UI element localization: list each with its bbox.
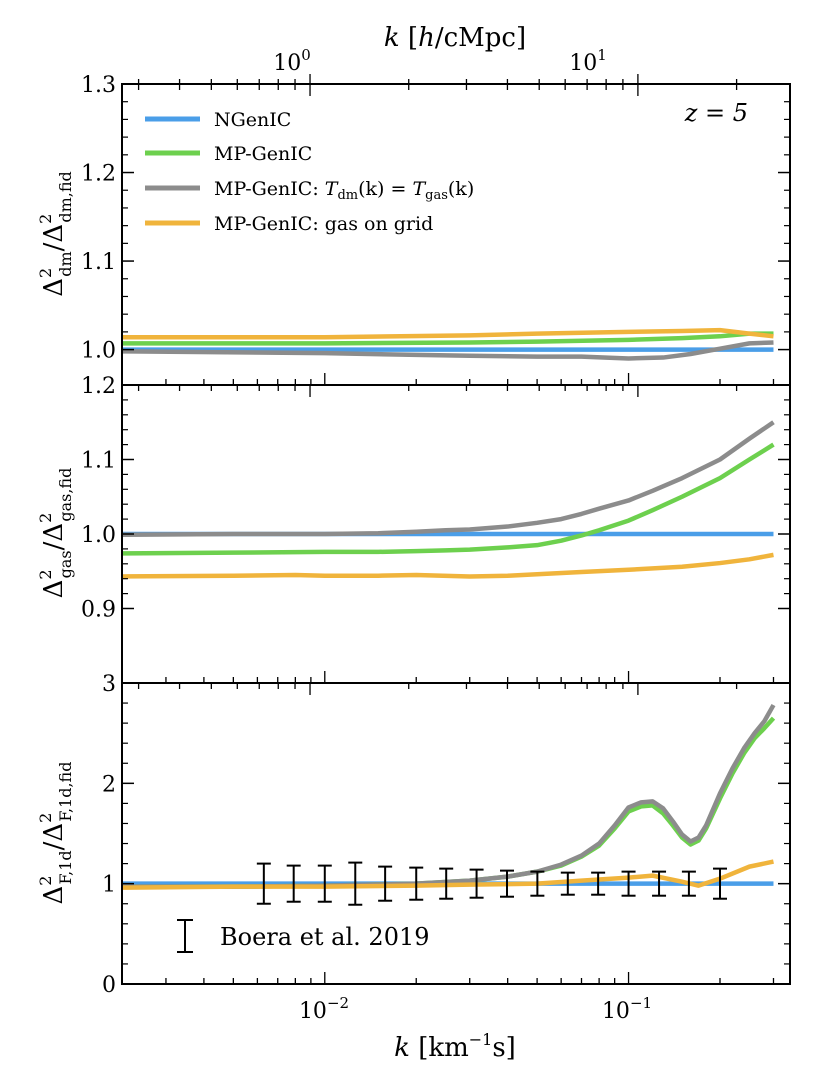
errorbar — [681, 870, 696, 897]
y-tick-label: 1.2 — [81, 374, 116, 399]
errorbar — [591, 871, 606, 896]
y-tick-label: 1.0 — [81, 339, 116, 364]
x-tick-label-0.01: 10−2 — [299, 994, 349, 1024]
y-tick-label: 1.3 — [81, 73, 116, 98]
series-line-2 — [122, 340, 774, 361]
errorbar — [409, 866, 424, 901]
errorbar — [378, 865, 393, 902]
errorbar — [560, 871, 575, 896]
series-line-2 — [122, 703, 776, 889]
y-tick-label: 0 — [102, 973, 116, 998]
y-tick-label: 1.2 — [81, 162, 116, 187]
series-line-2 — [122, 420, 775, 537]
panel-dm: 1.0 1.1 1.2 1.3 — [81, 73, 791, 386]
errorbar — [500, 869, 515, 898]
x-tick-label-0.1: 10−1 — [602, 994, 652, 1024]
x-axis-label: k [km−1s] — [394, 1030, 516, 1063]
panel-gas-ylabel: Δ2gas/Δ2gas,fid — [36, 468, 75, 599]
legend-entry-gas-on-grid: MP-GenIC: gas on grid — [145, 213, 433, 235]
legend-label: MP-GenIC: Tdm(k) = Tgas(k) — [214, 178, 474, 203]
legend-entry-ngenic: NGenIC — [145, 109, 291, 131]
legend: NGenIC MP-GenIC MP-GenIC: Tdm(k) = Tgas(… — [145, 109, 474, 235]
panel-flux: 0 1 2 3 — [102, 672, 791, 998]
errorbar — [469, 868, 484, 899]
y-tick-label: 1.1 — [81, 449, 116, 474]
series-line-3 — [122, 327, 774, 340]
plot-area: 1.0 1.1 1.2 1.3 0.9 1.0 1.1 1.2 0 1 2 3 — [81, 73, 791, 998]
errorbar-legend: Boera et al. 2019 — [177, 919, 430, 953]
legend-entry-mp-genic: MP-GenIC — [145, 143, 312, 165]
errorbar — [652, 870, 667, 897]
top-tick-label-1: 100 — [273, 46, 311, 76]
errorbar-legend-label: Boera et al. 2019 — [220, 923, 430, 951]
errorbar — [317, 864, 332, 903]
legend-label: MP-GenIC: gas on grid — [214, 213, 433, 235]
errorbar — [621, 870, 636, 897]
y-tick-label: 0.9 — [81, 598, 116, 623]
errorbar — [286, 864, 301, 903]
series-line-1 — [122, 716, 776, 889]
errorbar — [439, 867, 454, 900]
y-tick-label: 3 — [102, 672, 116, 697]
errorbar — [348, 861, 363, 906]
legend-label: NGenIC — [214, 109, 291, 131]
panel-frame — [121, 682, 791, 985]
panel-gas: 0.9 1.0 1.1 1.2 — [81, 374, 791, 684]
legend-label: MP-GenIC — [214, 143, 312, 165]
y-tick-label: 2 — [102, 772, 116, 797]
errorbar — [256, 862, 271, 905]
top-axis-label: k [h/cMpc] — [384, 23, 526, 53]
errorbar — [712, 867, 727, 900]
top-tick-label-10: 101 — [569, 46, 607, 76]
redshift-label: z = 5 — [684, 99, 748, 127]
panel-dm-ylabel: Δ2dm/Δ2dm,fid — [36, 171, 75, 297]
y-tick-label: 1.0 — [81, 523, 116, 548]
series-line-3 — [122, 859, 774, 890]
panel-flux-ylabel: Δ2F,1d/Δ2F,1d,fid — [36, 762, 75, 905]
y-tick-label: 1.1 — [81, 250, 116, 275]
series-line-1 — [122, 442, 775, 556]
legend-entry-mp-genic-tdm-tgas: MP-GenIC: Tdm(k) = Tgas(k) — [145, 178, 474, 203]
errorbar — [530, 870, 545, 897]
series-line-3 — [122, 552, 774, 579]
y-tick-label: 1 — [102, 873, 116, 898]
